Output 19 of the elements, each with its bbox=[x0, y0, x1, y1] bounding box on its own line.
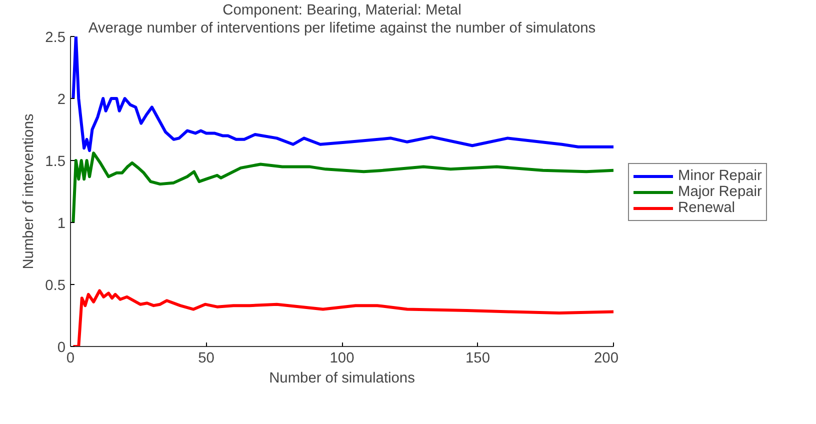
y-axis-title: Number of interventions bbox=[21, 114, 38, 270]
line-series bbox=[72, 36, 614, 152]
y-tick-label: 2 bbox=[57, 92, 66, 108]
x-axis-title: Number of simulations bbox=[269, 370, 415, 386]
chart-subtitle: Average number of interventions per lifetime against the number of simulatons bbox=[88, 20, 596, 36]
x-tick-label: 200 bbox=[594, 350, 619, 366]
chart-title: Component: Bearing, Material: Metal bbox=[222, 2, 462, 18]
x-tick-label: 100 bbox=[330, 350, 354, 366]
legend-label: Major Repair bbox=[678, 184, 762, 200]
y-tick-label: 1 bbox=[57, 216, 66, 232]
line-series bbox=[72, 152, 614, 224]
y-tick-label: 0.5 bbox=[45, 278, 66, 294]
x-tick-label: 150 bbox=[466, 350, 490, 366]
y-tick-label: 2.5 bbox=[45, 30, 66, 46]
legend-label: Renewal bbox=[678, 200, 736, 216]
legend-label: Minor Repair bbox=[678, 168, 762, 184]
y-tick-label: 1.5 bbox=[45, 154, 66, 170]
y-tick-label: 0 bbox=[57, 340, 66, 356]
x-tick-label: 50 bbox=[198, 350, 214, 366]
